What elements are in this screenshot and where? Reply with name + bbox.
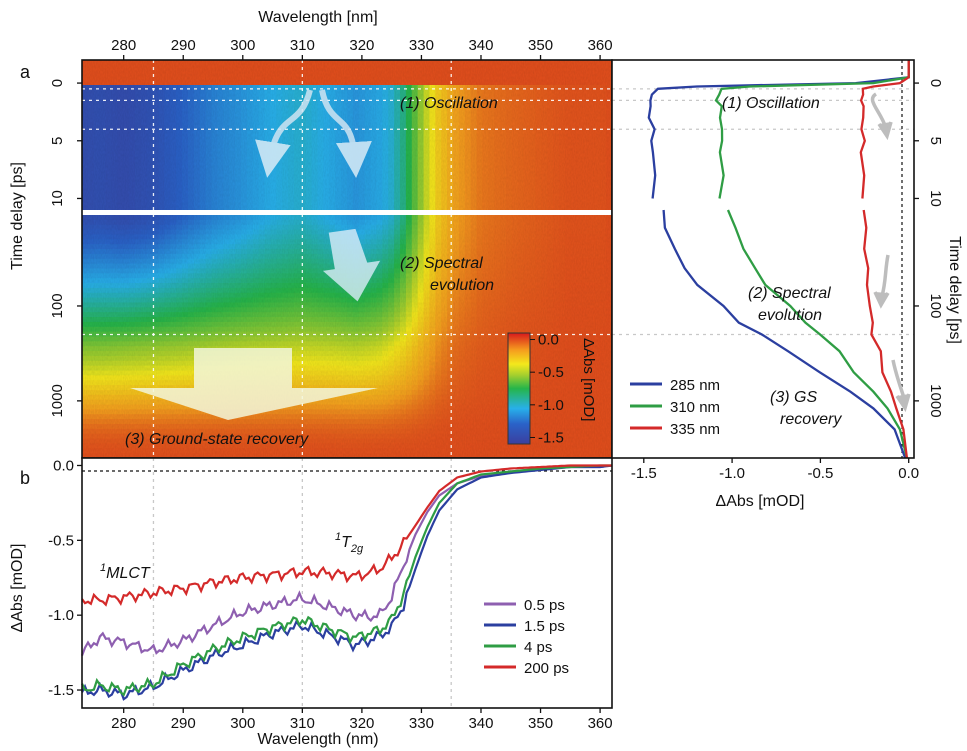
heatmap-panel: (1) Oscillation (2) Spectral evolution (… bbox=[9, 9, 613, 459]
panel-label-b: b bbox=[20, 468, 30, 488]
panel-label-a: a bbox=[20, 62, 31, 82]
